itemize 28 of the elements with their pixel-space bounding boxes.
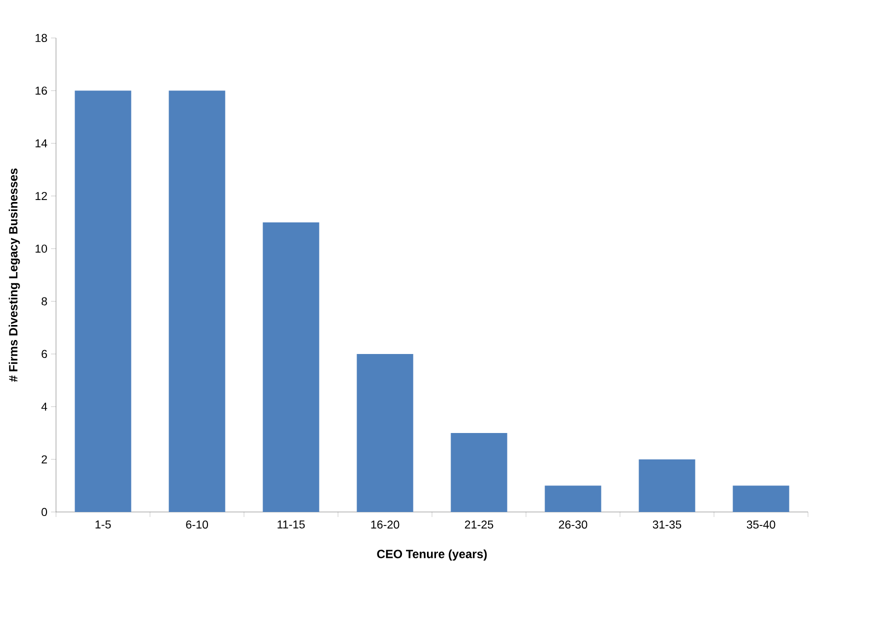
- x-tick-label: 31-35: [652, 520, 682, 529]
- y-tick-label: 8: [42, 297, 47, 306]
- y-tick-label: 18: [36, 34, 47, 42]
- y-axis-title: # Firms Divesting Legacy Businesses: [8, 168, 20, 382]
- x-tick-label: 11-15: [278, 520, 305, 528]
- x-tick-label: 35-40: [746, 520, 776, 529]
- x-tick-label: 1-5: [96, 520, 111, 528]
- y-tick-label: 0: [42, 508, 48, 516]
- bar: [732, 486, 790, 512]
- y-tick-label: 16: [36, 86, 47, 95]
- bar: [544, 486, 602, 512]
- bar: [168, 90, 226, 512]
- y-tick-label: 14: [36, 139, 48, 148]
- y-tick-label: 6: [42, 350, 47, 358]
- x-tick-label: 16-20: [371, 520, 400, 529]
- bar: [450, 432, 508, 512]
- bar: [356, 354, 414, 512]
- y-tick-label: 10: [36, 244, 48, 253]
- x-axis-title: CEO Tenure (years): [377, 549, 487, 561]
- bar: [74, 90, 132, 512]
- x-tick-label: 6-10: [186, 520, 208, 529]
- y-tick-label: 12: [36, 192, 47, 200]
- y-tick-label: 4: [41, 402, 48, 411]
- x-tick-label: 26-30: [558, 520, 588, 529]
- x-tick-label: 21-25: [464, 520, 494, 529]
- bar: [638, 459, 696, 512]
- y-tick-label: 2: [42, 455, 47, 464]
- bar: [262, 222, 320, 512]
